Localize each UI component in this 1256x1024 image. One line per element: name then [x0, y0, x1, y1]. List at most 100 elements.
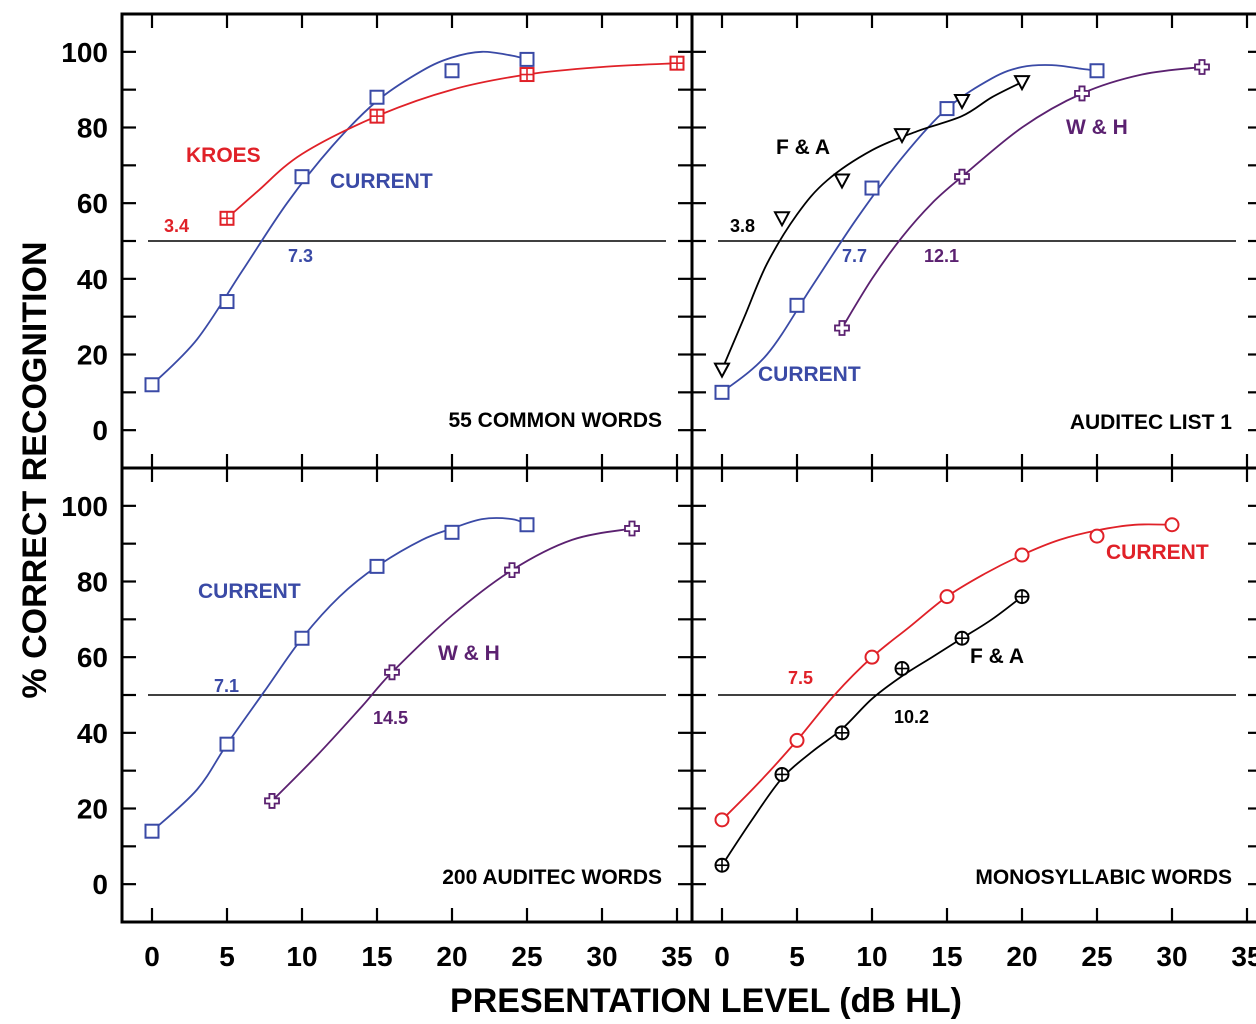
series-name-label: CURRENT	[198, 580, 301, 603]
series-name-label: CURRENT	[758, 363, 861, 386]
data-point	[264, 793, 280, 809]
data-point	[1164, 517, 1180, 533]
data-point	[1013, 75, 1031, 92]
data-point	[1014, 589, 1030, 605]
y-axis-title: % CORRECT RECOGNITION	[16, 241, 54, 698]
data-point	[219, 736, 235, 752]
threshold-label: 7.1	[214, 676, 239, 696]
x-tick-label: 35	[1231, 941, 1256, 972]
series-line	[841, 66, 1203, 329]
data-point	[504, 562, 520, 579]
data-point	[834, 320, 850, 336]
data-point	[789, 732, 805, 748]
data-point	[893, 128, 911, 145]
x-tick-label: 0	[144, 941, 160, 972]
x-tick-label: 0	[714, 941, 730, 972]
series-f-a: F & A 3.8	[713, 75, 1031, 379]
series-name-label: KROES	[186, 144, 261, 167]
x-tick-label: 5	[219, 941, 235, 972]
data-point	[953, 94, 971, 111]
data-point	[444, 524, 460, 540]
x-tick-label: 25	[511, 941, 542, 972]
series-line	[271, 527, 633, 802]
y-tick-label: 100	[61, 37, 108, 68]
data-point	[714, 812, 730, 828]
data-point	[714, 384, 730, 400]
y-tick-label: 20	[77, 340, 108, 371]
data-point	[369, 89, 385, 105]
data-point	[834, 725, 850, 741]
panel-title: 55 COMMON WORDS	[448, 409, 662, 432]
x-tick-label: 20	[436, 941, 467, 972]
series-kroes: KROES 3.4	[164, 55, 685, 236]
series-name-label: W & H	[1066, 116, 1128, 139]
series-line	[226, 62, 678, 219]
threshold-label: 7.5	[788, 668, 813, 688]
x-tick-label: 35	[661, 941, 692, 972]
y-tick-label: 40	[77, 718, 108, 749]
data-point	[1089, 528, 1105, 544]
data-point	[894, 661, 910, 677]
data-point	[1014, 547, 1030, 563]
y-tick-label: 0	[92, 869, 108, 900]
panel-title: MONOSYLLABIC WORDS	[975, 866, 1232, 889]
chart-panel-4: 0 5 10 15 20 25 30 35 CURRENT 7.5 F & A 10.2 MONOSYL…	[690, 466, 1256, 972]
data-point	[954, 168, 970, 185]
data-point	[369, 558, 385, 574]
data-point	[144, 823, 160, 839]
series-name-label: CURRENT	[1106, 541, 1209, 564]
series-w-h: W & H 12.1	[834, 59, 1210, 336]
x-tick-label: 10	[856, 941, 887, 972]
chart-panel-3: 0 5 10 15 20 25 30 35 0 20 40 60 80 100 CURRENT 7.1 W & …	[61, 466, 694, 972]
data-point	[384, 664, 400, 681]
data-point	[519, 51, 535, 67]
data-point	[939, 589, 955, 605]
data-point	[519, 67, 535, 83]
data-point	[864, 180, 880, 196]
chart-panel-1: 0 20 40 60 80 100 CURRENT 7.3 KROES 3.4 55 COMMON …	[61, 12, 694, 470]
y-tick-label: 100	[61, 491, 108, 522]
data-point	[219, 210, 235, 226]
panel-frame	[690, 466, 1256, 924]
threshold-label: 10.2	[894, 707, 929, 727]
data-point	[294, 630, 310, 646]
data-point	[864, 649, 880, 665]
data-point	[294, 169, 310, 185]
data-point	[1089, 63, 1105, 79]
threshold-label: 3.4	[164, 216, 189, 236]
x-tick-label: 30	[1156, 941, 1187, 972]
data-point	[774, 766, 790, 782]
data-point	[789, 297, 805, 313]
series-line	[721, 595, 1023, 866]
data-point	[714, 857, 730, 873]
data-point	[219, 294, 235, 310]
data-point	[519, 517, 535, 533]
data-point	[624, 520, 640, 537]
y-tick-label: 60	[77, 642, 108, 673]
x-axis-title: PRESENTATION LEVEL (dB HL)	[450, 982, 962, 1020]
y-tick-label: 80	[77, 113, 108, 144]
y-tick-label: 80	[77, 567, 108, 598]
y-tick-label: 0	[92, 415, 108, 446]
chart-panel-2: CURRENT 7.7 F & A 3.8 W & H 12.1 AUDITEC LIST …	[690, 12, 1256, 470]
y-tick-label: 40	[77, 264, 108, 295]
threshold-label: 12.1	[924, 246, 959, 266]
data-point	[773, 211, 791, 228]
series-name-label: CURRENT	[330, 170, 433, 193]
x-tick-label: 20	[1006, 941, 1037, 972]
series-name-label: F & A	[970, 645, 1024, 668]
series-line	[151, 517, 528, 832]
x-tick-label: 10	[286, 941, 317, 972]
y-tick-label: 60	[77, 188, 108, 219]
data-point	[144, 377, 160, 393]
panel-title: 200 AUDITEC WORDS	[442, 866, 662, 889]
y-tick-label: 20	[77, 794, 108, 825]
threshold-label: 7.7	[842, 246, 867, 266]
data-point	[1074, 85, 1090, 102]
series-name-label: F & A	[776, 136, 830, 159]
x-tick-label: 15	[361, 941, 392, 972]
series-line	[151, 50, 528, 386]
data-point	[713, 362, 731, 379]
